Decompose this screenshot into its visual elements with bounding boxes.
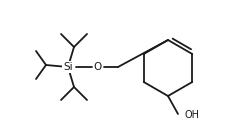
Text: O: O xyxy=(94,62,102,72)
Text: Si: Si xyxy=(63,62,73,72)
Text: OH: OH xyxy=(185,110,199,120)
